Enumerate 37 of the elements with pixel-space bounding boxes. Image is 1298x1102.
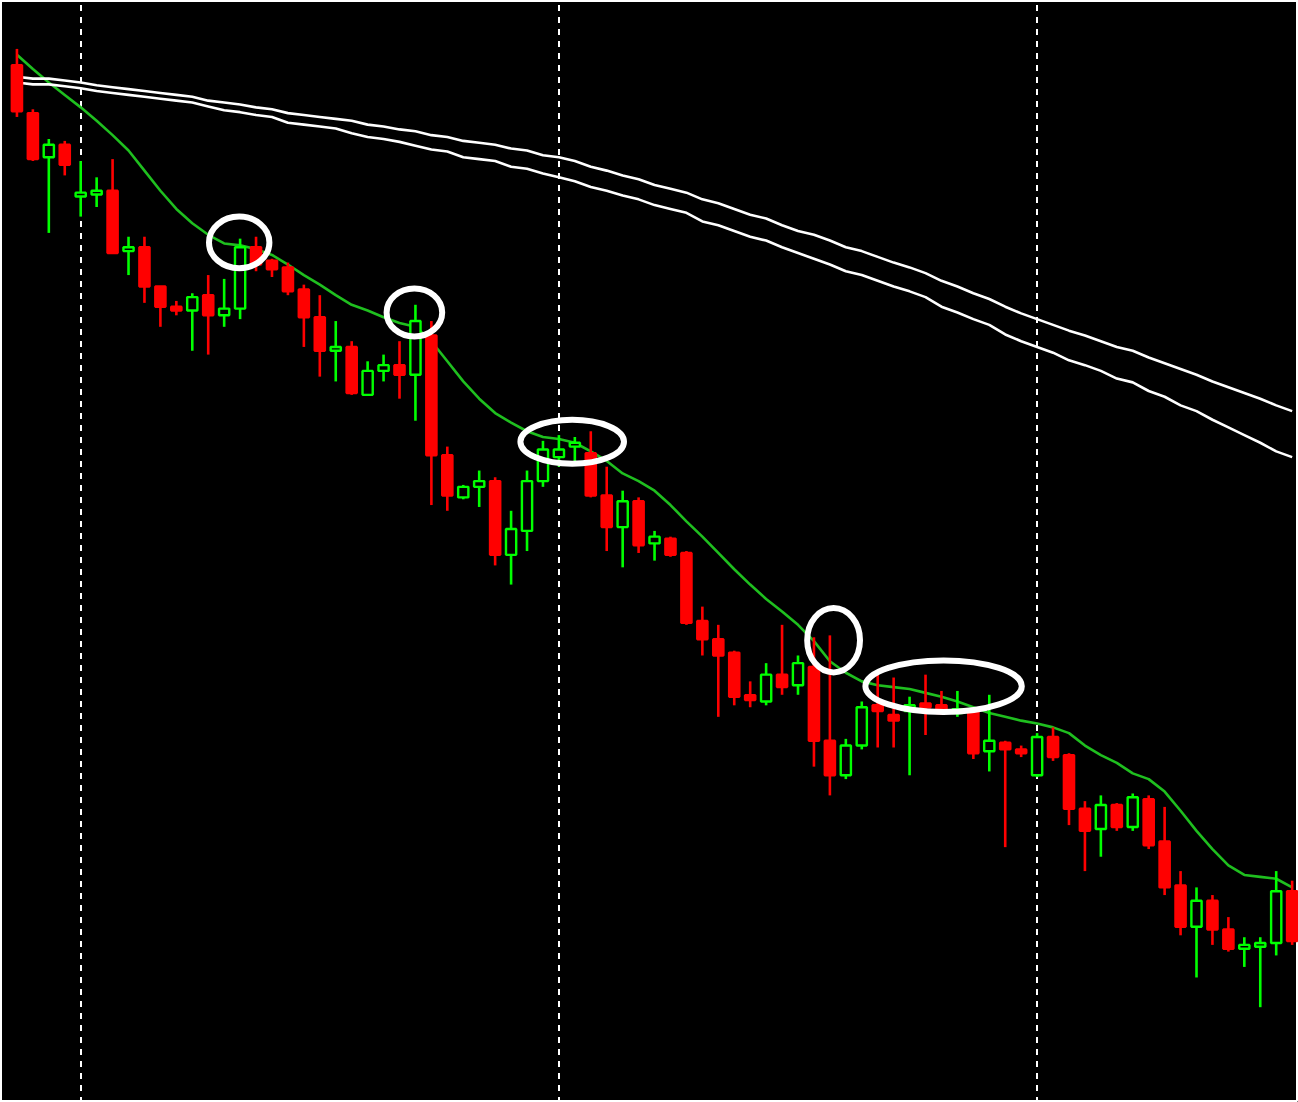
- candlestick: [58, 139, 72, 177]
- candlestick: [568, 435, 582, 467]
- candlestick: [759, 661, 773, 707]
- candlestick: [775, 623, 789, 697]
- candlestick: [1126, 792, 1140, 833]
- candlestick: [504, 509, 518, 586]
- candlestick: [281, 261, 295, 297]
- candlestick: [313, 293, 327, 378]
- candlestick: [1110, 801, 1124, 833]
- candlestick: [217, 277, 231, 329]
- candlestick: [10, 47, 24, 119]
- candlestick: [329, 319, 343, 383]
- candlestick: [1190, 886, 1203, 979]
- candlestick: [26, 107, 40, 163]
- candlestick: [297, 283, 311, 349]
- candlestick: [552, 433, 566, 469]
- candlestick: [185, 291, 199, 353]
- candlestick: [42, 137, 56, 235]
- candlestick: [871, 669, 884, 749]
- candlestick: [345, 339, 358, 397]
- candlestick: [791, 654, 805, 697]
- candlestick: [393, 339, 406, 400]
- candlestick: [1078, 799, 1092, 873]
- candlestick: [648, 529, 661, 562]
- candlestick: [201, 273, 215, 356]
- candlestick: [122, 235, 135, 277]
- candlestick: [998, 739, 1012, 849]
- candlestick: [1094, 794, 1108, 859]
- candlestick: [1046, 726, 1060, 763]
- candlestick: [982, 693, 996, 773]
- candlestick: [632, 496, 645, 555]
- candlestick: [472, 469, 486, 509]
- candlestick: [441, 445, 454, 513]
- candlestick: [616, 489, 629, 569]
- candlestick: [823, 634, 837, 797]
- candlestick: [1030, 731, 1044, 779]
- candlestick: [887, 676, 900, 749]
